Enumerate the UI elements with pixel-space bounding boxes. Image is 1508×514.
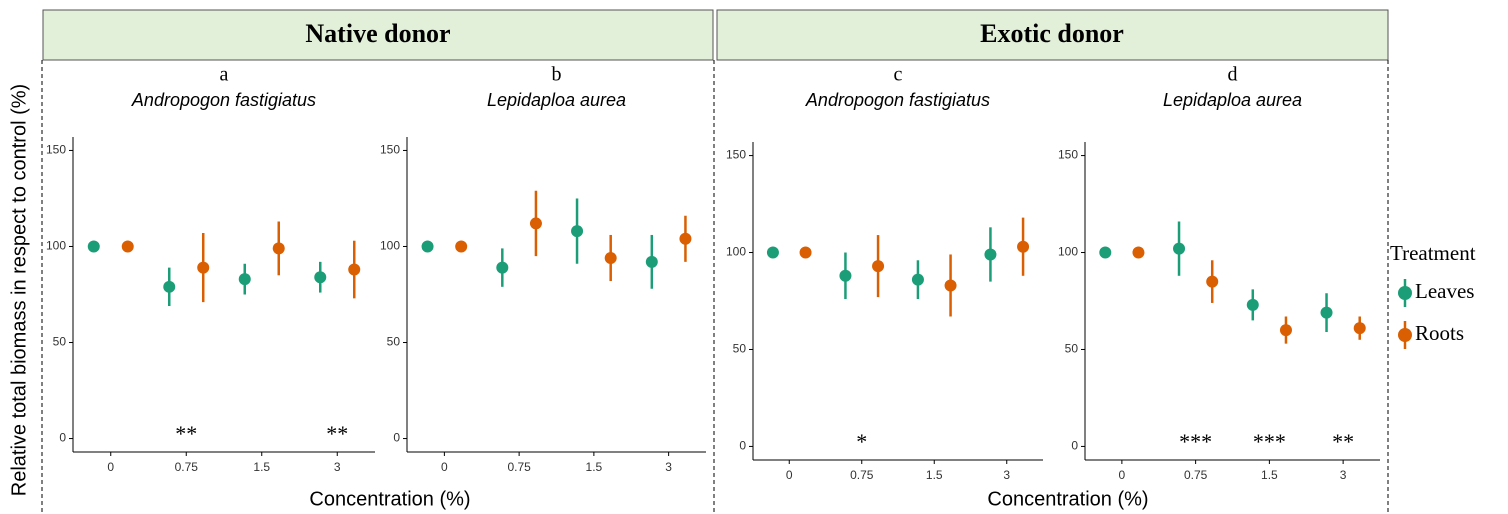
x-tick-label: 0.75	[507, 460, 531, 474]
x-tick-label: 0.75	[175, 460, 199, 474]
x-tick-label: 3	[334, 460, 341, 474]
point	[1017, 240, 1030, 253]
x-tick-label: 1.5	[253, 460, 270, 474]
x-tick-label: 0.75	[850, 468, 874, 482]
group-header-box	[42, 9, 714, 61]
significance: ***	[1179, 429, 1212, 454]
x-tick-label: 1.5	[586, 460, 603, 474]
significance: **	[1332, 429, 1354, 454]
point	[799, 246, 812, 259]
point	[1132, 246, 1145, 259]
y-tick-label: 0	[739, 439, 746, 453]
y-tick-label: 150	[1058, 148, 1078, 162]
point	[455, 240, 468, 253]
point	[872, 260, 885, 273]
x-tick-label: 3	[1003, 468, 1010, 482]
point	[496, 261, 509, 274]
point	[421, 240, 434, 253]
y-tick-label: 100	[46, 239, 66, 253]
point	[645, 255, 658, 268]
point	[87, 240, 100, 253]
y-tick-label: 50	[733, 342, 747, 356]
point	[679, 232, 692, 245]
significance: **	[175, 421, 197, 446]
group-title: Exotic donor	[980, 19, 1124, 48]
point	[238, 273, 251, 286]
point	[911, 273, 924, 286]
y-axis-title: Relative total biomass in respect to con…	[8, 84, 30, 496]
legend-title: Treatment	[1390, 241, 1476, 265]
y-tick-label: 0	[393, 431, 400, 445]
point	[984, 248, 997, 261]
group-header-box	[716, 9, 1389, 61]
group-title: Native donor	[305, 19, 450, 48]
legend-key	[1398, 286, 1412, 300]
point	[1246, 298, 1259, 311]
point	[197, 261, 210, 274]
panel-letter: c	[894, 64, 903, 86]
point	[766, 246, 779, 259]
point	[1173, 242, 1186, 255]
point	[604, 252, 617, 265]
significance: **	[326, 421, 348, 446]
panel-letter: d	[1228, 64, 1238, 86]
significance: *	[856, 429, 867, 454]
y-tick-label: 100	[380, 239, 400, 253]
x-axis-title: Concentration (%)	[309, 488, 470, 510]
panel-letter: a	[220, 64, 229, 86]
x-tick-label: 0	[441, 460, 448, 474]
point	[571, 225, 584, 238]
y-tick-label: 50	[53, 335, 67, 349]
y-tick-label: 100	[726, 245, 746, 259]
panel-title: Lepidaploa aurea	[1163, 90, 1302, 110]
panel-title: Andropogon fastigiatus	[805, 90, 990, 110]
y-tick-label: 0	[1071, 439, 1078, 453]
x-tick-label: 1.5	[1261, 468, 1278, 482]
x-tick-label: 3	[1340, 468, 1347, 482]
legend-label: Leaves	[1415, 279, 1474, 303]
point	[1206, 275, 1219, 288]
y-tick-label: 0	[59, 431, 66, 445]
panel-title: Lepidaploa aurea	[487, 90, 626, 110]
y-tick-label: 150	[380, 143, 400, 157]
point	[163, 280, 176, 293]
point	[1099, 246, 1112, 259]
y-tick-label: 100	[1058, 245, 1078, 259]
y-tick-label: 150	[726, 148, 746, 162]
x-axis-title: Concentration (%)	[987, 488, 1148, 510]
legend-key	[1398, 328, 1412, 342]
x-tick-label: 0	[1119, 468, 1126, 482]
point	[944, 279, 957, 292]
x-tick-label: 3	[665, 460, 672, 474]
point	[839, 269, 852, 282]
point	[314, 271, 327, 284]
x-tick-label: 0.75	[1184, 468, 1208, 482]
point	[121, 240, 134, 253]
x-tick-label: 1.5	[926, 468, 943, 482]
point	[272, 242, 285, 255]
x-tick-label: 0	[786, 468, 793, 482]
y-tick-label: 150	[46, 143, 66, 157]
point	[1320, 306, 1333, 319]
point	[529, 217, 542, 230]
legend-label: Roots	[1415, 321, 1464, 345]
point	[1279, 324, 1292, 337]
panel-letter: b	[552, 64, 562, 86]
y-tick-label: 50	[387, 335, 401, 349]
point	[348, 263, 361, 276]
panel-title: Andropogon fastigiatus	[131, 90, 316, 110]
significance: ***	[1253, 429, 1286, 454]
point	[1353, 322, 1366, 335]
x-tick-label: 0	[107, 460, 114, 474]
y-tick-label: 50	[1065, 342, 1079, 356]
